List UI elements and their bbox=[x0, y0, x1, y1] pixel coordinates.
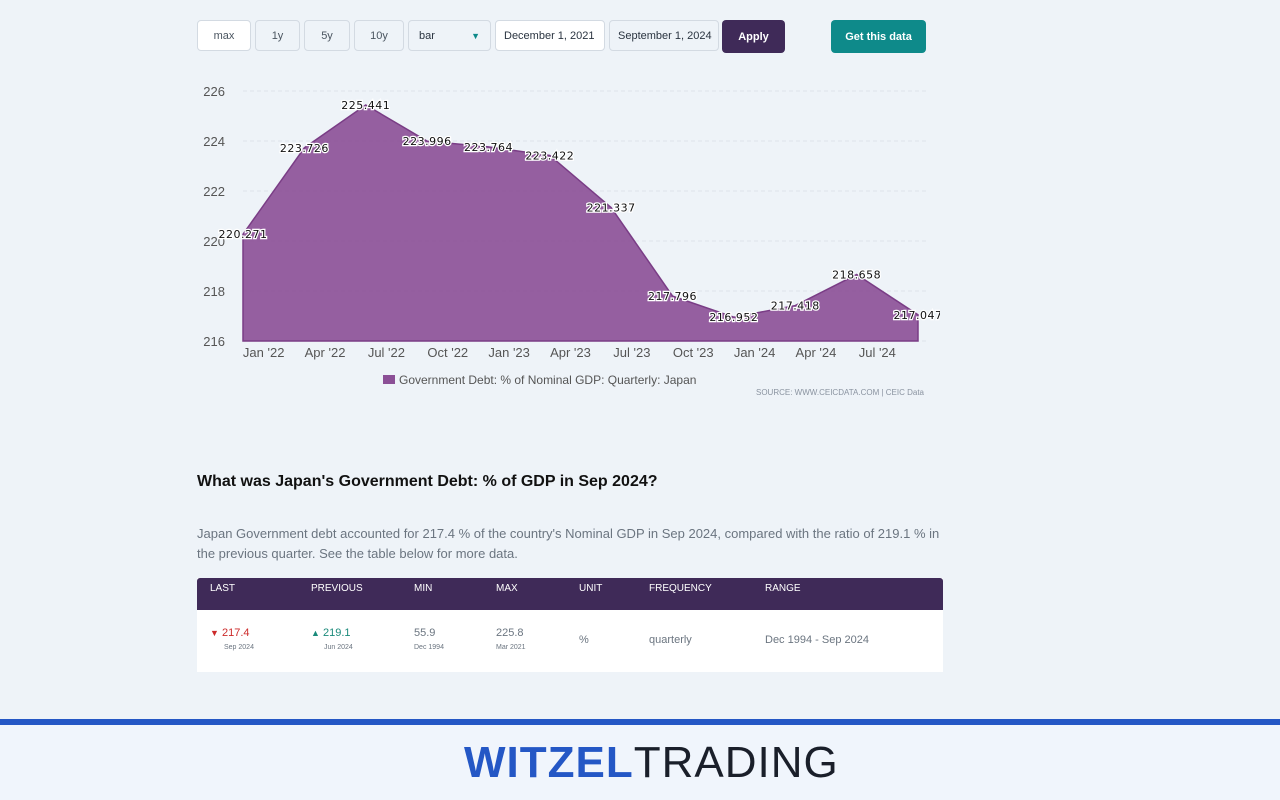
stats-table-header: LAST PREVIOUS MIN MAX UNIT FREQUENCY RAN… bbox=[197, 578, 943, 610]
data-label: 223.996 bbox=[403, 135, 452, 148]
y-tick-label: 226 bbox=[203, 84, 225, 99]
x-tick-label: Apr '24 bbox=[796, 345, 837, 360]
chart-type-value: bar bbox=[419, 29, 435, 42]
header-min: MIN bbox=[414, 583, 433, 594]
x-tick-label: Jan '23 bbox=[488, 345, 530, 360]
data-label: 223.726 bbox=[280, 142, 329, 155]
max-date: Mar 2021 bbox=[496, 644, 526, 651]
frequency-value: quarterly bbox=[649, 634, 692, 646]
y-tick-label: 222 bbox=[203, 184, 225, 199]
data-label: 216.952 bbox=[709, 311, 758, 324]
data-label: 225.441 bbox=[341, 99, 390, 112]
data-label: 223.764 bbox=[464, 141, 513, 154]
previous-value-text: 219.1 bbox=[322, 627, 351, 639]
data-label: 218.658 bbox=[832, 269, 881, 282]
x-tick-label: Jul '22 bbox=[368, 345, 405, 360]
source-note: SOURCE: WWW.CEICDATA.COM | CEIC Data bbox=[756, 388, 925, 397]
range-10y-button[interactable]: 10y bbox=[354, 20, 404, 51]
up-arrow-icon: ▲ bbox=[311, 628, 320, 638]
x-tick-label: Jan '24 bbox=[734, 345, 776, 360]
y-tick-label: 220 bbox=[203, 234, 225, 249]
footer-divider bbox=[0, 719, 1280, 725]
x-tick-label: Jan '22 bbox=[243, 345, 285, 360]
min-date: Dec 1994 bbox=[414, 644, 444, 651]
logo-light-part: TRADING bbox=[633, 738, 839, 787]
witzel-trading-logo[interactable]: WITZELTRADING bbox=[464, 738, 839, 788]
date-to-input[interactable]: September 1, 2024 bbox=[609, 20, 719, 51]
last-value-text: 217.4 bbox=[221, 627, 250, 639]
y-tick-label: 218 bbox=[203, 284, 225, 299]
range-1y-button[interactable]: 1y bbox=[255, 20, 300, 51]
range-max-button[interactable]: max bbox=[197, 20, 251, 51]
apply-button[interactable]: Apply bbox=[722, 20, 785, 53]
x-tick-label: Jul '23 bbox=[613, 345, 650, 360]
legend-label: Government Debt: % of Nominal GDP: Quart… bbox=[399, 373, 696, 387]
x-tick-label: Oct '22 bbox=[427, 345, 468, 360]
previous-date: Jun 2024 bbox=[324, 644, 353, 651]
header-frequency: FREQUENCY bbox=[649, 583, 712, 594]
description-text: Japan Government debt accounted for 217.… bbox=[197, 526, 940, 561]
data-label: 217.047 bbox=[894, 309, 941, 322]
last-date: Sep 2024 bbox=[224, 644, 254, 651]
footer: WITZELTRADING bbox=[0, 725, 1280, 800]
max-value: 225.8 bbox=[496, 627, 524, 639]
y-tick-label: 216 bbox=[203, 334, 225, 349]
header-range: RANGE bbox=[765, 583, 801, 594]
x-tick-label: Oct '23 bbox=[673, 345, 714, 360]
header-max: MAX bbox=[496, 583, 518, 594]
chart-toolbar: max 1y 5y 10y bar ▼ December 1, 2021 Sep… bbox=[197, 20, 927, 53]
range-5y-button[interactable]: 5y bbox=[304, 20, 350, 51]
y-tick-label: 224 bbox=[203, 134, 225, 149]
x-tick-label: Apr '23 bbox=[550, 345, 591, 360]
header-previous: PREVIOUS bbox=[311, 583, 363, 594]
down-arrow-icon: ▼ bbox=[210, 628, 219, 638]
chart-type-select[interactable]: bar ▼ bbox=[408, 20, 491, 51]
range-value: Dec 1994 - Sep 2024 bbox=[765, 634, 869, 646]
data-label: 217.796 bbox=[648, 290, 697, 303]
data-label: 220.271 bbox=[219, 228, 268, 241]
data-label: 223.422 bbox=[525, 149, 574, 162]
x-tick-label: Jul '24 bbox=[859, 345, 896, 360]
header-last: LAST bbox=[210, 583, 236, 594]
logo-bold-part: WITZEL bbox=[464, 738, 634, 787]
unit-value: % bbox=[579, 634, 589, 646]
debt-area-chart: 216 218 220 222 224 226 220.271 223.726 225.441 2… bbox=[203, 84, 941, 397]
header-unit: UNIT bbox=[579, 583, 603, 594]
stats-table: LAST PREVIOUS MIN MAX UNIT FREQUENCY RAN… bbox=[197, 578, 943, 672]
date-from-input[interactable]: December 1, 2021 bbox=[495, 20, 605, 51]
legend-swatch bbox=[383, 375, 395, 384]
logo-wordmark: WITZELTRADING bbox=[464, 738, 839, 788]
last-value: ▼ 217.4 bbox=[210, 627, 250, 639]
get-data-button[interactable]: Get this data bbox=[831, 20, 926, 53]
x-tick-label: Apr '22 bbox=[305, 345, 346, 360]
data-label: 217.418 bbox=[771, 300, 820, 313]
question-heading: What was Japan's Government Debt: % of G… bbox=[197, 473, 658, 490]
min-value: 55.9 bbox=[414, 627, 436, 639]
previous-value: ▲ 219.1 bbox=[311, 627, 351, 639]
data-label: 221.337 bbox=[587, 202, 636, 215]
chevron-down-icon: ▼ bbox=[471, 30, 480, 41]
